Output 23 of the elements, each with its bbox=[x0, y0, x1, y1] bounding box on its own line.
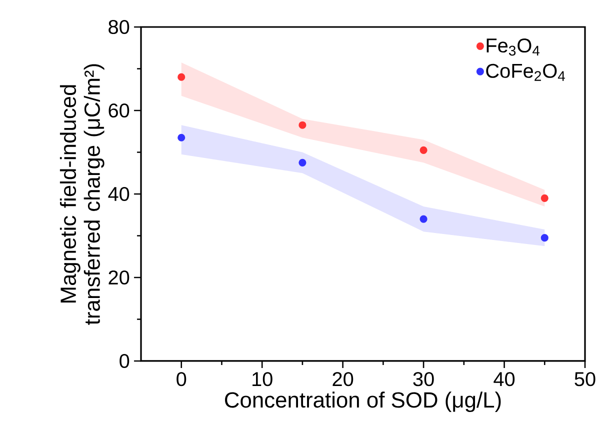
legend-label: CoFe$_{2}$O$_{4}$ bbox=[486, 64, 565, 81]
x-tick-label: 30 bbox=[413, 372, 434, 386]
y-tick-label: 40 bbox=[108, 186, 130, 202]
x-tick-label: 50 bbox=[574, 372, 596, 386]
point bbox=[540, 194, 548, 202]
y-tick-label: 20 bbox=[108, 270, 130, 285]
x-axis-title: Concentration of SOD (μg/L) bbox=[225, 392, 501, 412]
y-tick-label: 0 bbox=[120, 354, 130, 368]
point bbox=[298, 121, 306, 129]
y-tick-label: 60 bbox=[108, 103, 130, 118]
y-axis-title: Magnetic field-induced transferred charge (μC/m²) bbox=[60, 64, 104, 325]
point bbox=[178, 73, 186, 81]
point bbox=[178, 134, 186, 142]
y-tick-label: 80 bbox=[108, 20, 130, 34]
x-tick-label: 40 bbox=[494, 372, 515, 386]
point bbox=[298, 158, 306, 166]
point bbox=[540, 234, 548, 242]
legend-label: Fe$_{3}$O$_{4}$ bbox=[486, 38, 540, 56]
x-tick-label: 20 bbox=[332, 372, 354, 386]
x-tick-label: 0 bbox=[176, 372, 186, 386]
x-tick-label: 10 bbox=[252, 372, 272, 386]
point bbox=[420, 146, 428, 154]
point bbox=[420, 215, 428, 223]
